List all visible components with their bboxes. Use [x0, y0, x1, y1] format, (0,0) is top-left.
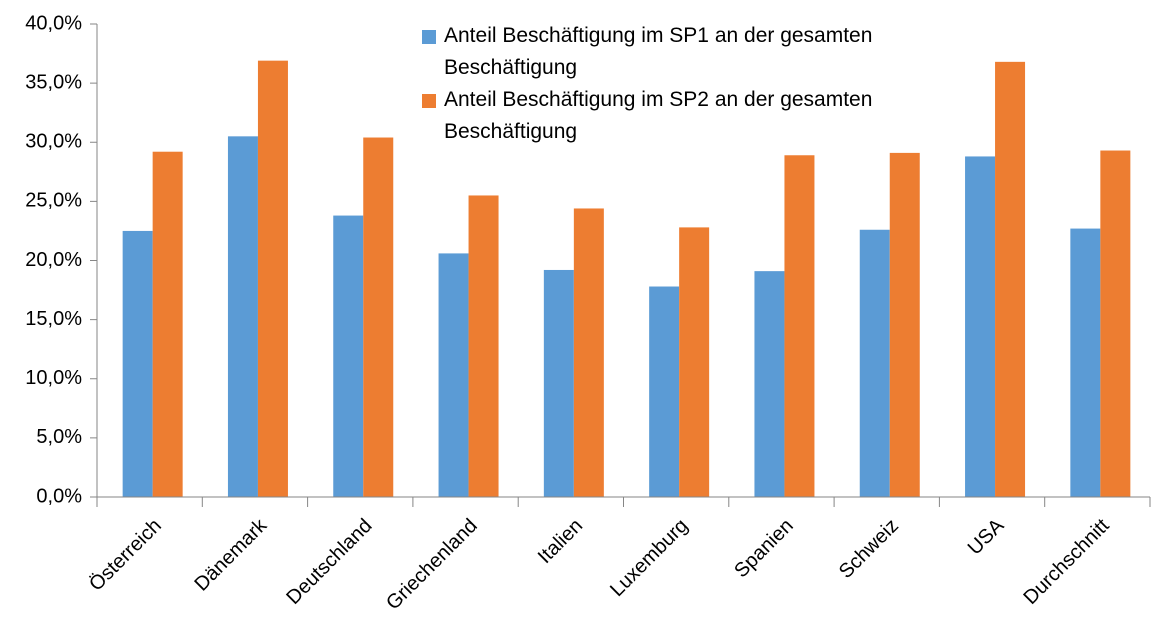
legend-label: Anteil Beschäftigung im SP2 an der gesam…	[444, 88, 873, 143]
bar	[859, 229, 890, 497]
x-tick-label: Österreich	[85, 515, 166, 596]
y-tick-label: 15,0%	[25, 308, 82, 330]
x-tick-label: Luxemburg	[606, 515, 692, 601]
y-tick-label: 20,0%	[25, 249, 82, 271]
bar	[649, 286, 680, 497]
bar	[754, 271, 785, 497]
bar	[468, 195, 499, 497]
x-tick-label: Schweiz	[835, 515, 903, 583]
legend: Anteil Beschäftigung im SP1 an der gesam…	[422, 20, 942, 148]
bar	[333, 215, 364, 497]
bar	[152, 151, 183, 497]
bar	[965, 156, 996, 497]
x-tick-label: Deutschland	[282, 515, 376, 609]
legend-label: Anteil Beschäftigung im SP1 an der gesam…	[444, 24, 873, 79]
bar	[1070, 228, 1101, 497]
y-tick-label: 0,0%	[36, 485, 82, 507]
x-tick-label: Spanien	[730, 515, 797, 582]
legend-entry: Anteil Beschäftigung im SP1 an der gesam…	[422, 20, 942, 84]
bar	[122, 230, 153, 497]
bar	[679, 227, 710, 497]
y-tick-label: 30,0%	[25, 131, 82, 153]
legend-swatch	[422, 30, 436, 44]
bar	[573, 208, 604, 497]
bar	[784, 155, 815, 497]
legend-swatch	[422, 94, 436, 108]
bar	[363, 137, 394, 497]
bar	[995, 61, 1026, 498]
y-tick-label: 35,0%	[25, 71, 82, 93]
bar	[1100, 150, 1131, 497]
x-tick-label: Griechenland	[382, 515, 482, 615]
x-tick-label: Dänemark	[190, 514, 271, 595]
y-tick-label: 40,0%	[25, 12, 82, 34]
bar	[438, 253, 469, 497]
legend-entry: Anteil Beschäftigung im SP2 an der gesam…	[422, 84, 942, 148]
y-tick-label: 25,0%	[25, 190, 82, 212]
x-tick-label: Durchschnitt	[1019, 514, 1113, 608]
x-tick-label: USA	[964, 514, 1009, 559]
y-tick-label: 10,0%	[25, 367, 82, 389]
y-tick-label: 5,0%	[36, 426, 82, 448]
bar	[543, 269, 574, 497]
bar	[257, 60, 288, 497]
x-tick-label: Italien	[534, 515, 587, 568]
bar	[889, 152, 920, 497]
bar	[227, 136, 258, 497]
